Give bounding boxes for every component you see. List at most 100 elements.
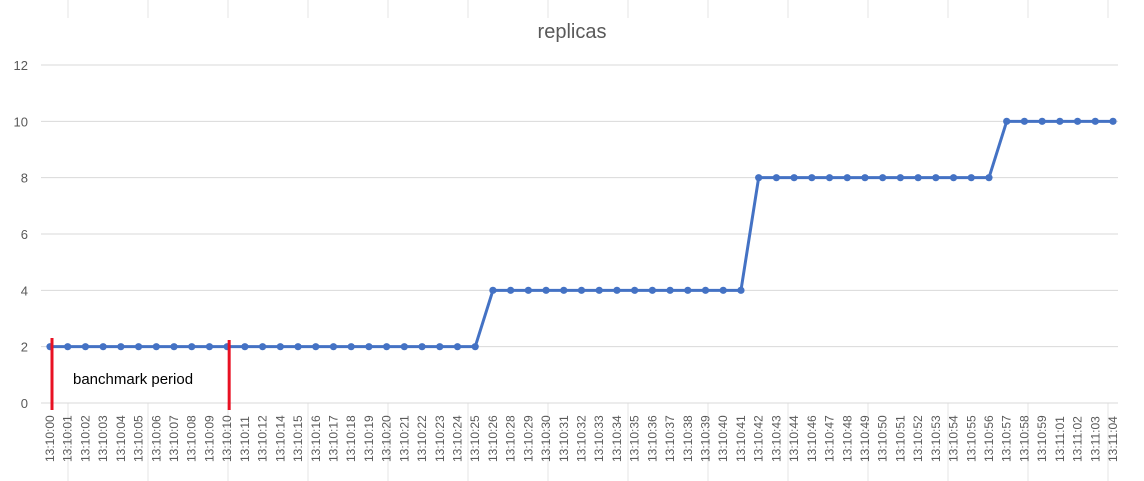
data-point [400,343,408,351]
x-tick-label: 13:11:02 [1071,416,1085,462]
x-tick-label: 13:10:48 [840,415,854,462]
data-point [1073,117,1082,125]
x-tick-label: 13:10:14 [273,415,287,462]
data-point [737,286,745,294]
x-tick-label: 13:10:35 [628,415,642,462]
data-point [1003,117,1011,125]
x-tick-label: 13:10:10 [220,415,234,462]
data-point [719,286,727,294]
x-tick-label: 13:10:18 [344,415,358,462]
x-tick-label: 13:10:40 [716,415,730,462]
data-point [560,286,568,294]
x-tick-label: 13:10:11 [238,416,252,462]
data-point [241,343,249,351]
y-tick-label: 2 [21,340,28,355]
x-tick-label: 13:10:15 [291,415,305,462]
data-point [152,343,160,351]
data-point [81,343,90,351]
data-point [542,286,550,294]
x-tick-label: 13:10:46 [805,415,819,462]
data-point [117,343,125,351]
x-tick-label: 13:10:42 [752,415,766,462]
data-point [347,343,355,351]
x-tick-label: 13:10:28 [504,415,518,462]
data-point [843,174,851,182]
x-tick-label: 13:10:55 [964,415,978,462]
x-tick-label: 13:10:01 [61,415,75,462]
y-tick-label: 10 [14,114,28,129]
data-point [790,174,798,182]
x-tick-label: 13:10:03 [96,415,110,462]
x-tick-label: 13:10:39 [699,415,713,462]
x-tick-label: 13:10:00 [43,415,57,462]
y-tick-label: 8 [21,171,28,186]
data-point [684,286,692,294]
data-point [312,343,320,351]
x-tick-label: 13:10:22 [415,415,429,462]
data-point [772,174,780,182]
data-point [259,343,267,351]
x-tick-label: 13:10:59 [1035,415,1049,462]
data-point [1020,117,1029,125]
data-point [932,174,940,182]
data-point [577,286,586,294]
x-tick-label: 13:10:19 [362,415,376,462]
x-tick-label: 13:10:43 [769,415,783,462]
x-tick-label: 13:10:09 [202,415,216,462]
data-point [1056,117,1064,125]
data-point [861,174,869,182]
data-point [294,343,302,351]
data-point [418,343,426,351]
x-tick-label: 13:10:58 [1017,415,1031,462]
x-tick-label: 13:10:12 [256,415,270,462]
x-tick-label: 13:10:52 [911,415,925,462]
data-point [170,343,178,351]
data-point [1038,117,1046,125]
x-tick-label: 13:10:29 [521,415,535,462]
x-tick-label: 13:10:07 [167,415,181,462]
data-point [524,286,532,294]
x-tick-label: 13:10:36 [645,415,659,462]
data-point [329,343,338,351]
x-tick-label: 13:10:30 [539,415,553,462]
x-tick-label: 13:10:53 [929,415,943,462]
data-point [507,286,515,294]
x-tick-label: 13:10:47 [823,415,837,462]
annotation-label: banchmark period [73,371,193,388]
y-tick-label: 6 [21,227,28,242]
data-point [896,174,905,182]
x-tick-label: 13:10:05 [132,415,146,462]
data-point [949,174,958,182]
x-tick-label: 13:10:08 [185,415,199,462]
x-tick-label: 13:10:17 [326,415,340,462]
x-tick-label: 13:10:54 [947,415,961,462]
x-tick-label: 13:10:34 [610,415,624,462]
x-tick-label: 13:11:03 [1088,416,1102,462]
data-point [205,343,214,351]
x-tick-label: 13:10:25 [468,415,482,462]
x-tick-label: 13:10:49 [858,415,872,462]
chart-title: replicas [538,21,607,43]
x-tick-label: 13:11:04 [1106,416,1120,462]
data-point [967,174,975,182]
y-tick-label: 4 [21,283,28,298]
x-tick-label: 13:10:32 [575,415,589,462]
x-tick-label: 13:10:04 [114,415,128,462]
x-tick-label: 13:10:24 [450,415,464,462]
x-tick-label: 13:10:16 [309,415,323,462]
x-tick-label: 13:10:21 [397,415,411,462]
data-point [99,343,107,351]
x-tick-label: 13:10:56 [982,415,996,462]
data-point [985,174,993,182]
data-point [64,343,72,351]
data-point [134,343,143,351]
data-point [595,286,603,294]
data-point [825,174,834,182]
data-point [188,343,196,351]
x-tick-label: 13:10:38 [681,415,695,462]
x-tick-label: 13:10:02 [78,415,92,462]
x-tick-label: 13:10:20 [380,415,394,462]
data-point [383,343,391,351]
